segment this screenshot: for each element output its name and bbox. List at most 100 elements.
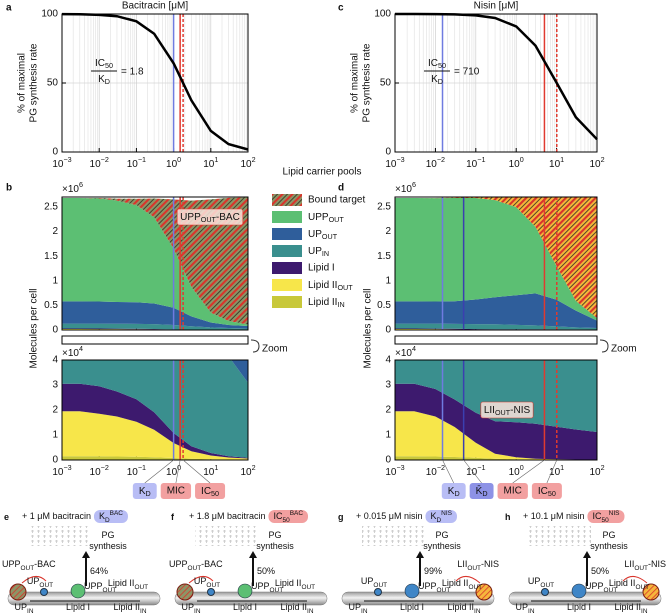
arrow-head bbox=[82, 551, 90, 558]
text-part: K bbox=[139, 486, 146, 497]
text-part: 10 bbox=[426, 159, 438, 170]
text-part: K bbox=[98, 74, 105, 85]
pool-label: UPOUT bbox=[27, 576, 53, 589]
y-tick-label: 50 bbox=[47, 78, 59, 89]
badge-label: IC50NIS bbox=[592, 510, 620, 524]
pool-label: UPIN bbox=[516, 602, 535, 615]
text-part: 0 bbox=[520, 155, 524, 164]
badge-label: KD bbox=[448, 486, 460, 498]
ratio-numerator: IC50 bbox=[95, 58, 113, 70]
y-axis-label: Molecules per cell bbox=[363, 288, 374, 368]
stacked-area bbox=[62, 323, 248, 330]
x-tick-label: 102 bbox=[589, 463, 604, 478]
plot-frame bbox=[394, 13, 598, 153]
text-part: UPP bbox=[180, 212, 201, 223]
panel-letter: a bbox=[6, 3, 12, 14]
zoom-label: Zoom bbox=[262, 344, 288, 355]
text-part: UPP bbox=[585, 581, 604, 591]
annotation-box bbox=[176, 208, 244, 226]
flux-percent: 99% bbox=[424, 566, 442, 576]
marker-badge: MIC bbox=[497, 483, 528, 499]
x-tick-label: 100 bbox=[509, 155, 524, 170]
y-tick-label: 2.5 bbox=[44, 201, 58, 212]
text-part: NIS bbox=[609, 510, 620, 517]
panel-letter: b bbox=[6, 183, 12, 194]
text-part: D bbox=[482, 489, 487, 498]
text-part: D bbox=[146, 489, 151, 498]
panel-letter: f bbox=[171, 512, 175, 522]
text-part: IN bbox=[641, 608, 648, 615]
complex-label: UPPOUT-BAC bbox=[2, 559, 56, 572]
upp-carrier bbox=[404, 583, 420, 599]
text-part: IN bbox=[194, 608, 201, 615]
pool-label: Lipid IIOUT bbox=[108, 578, 148, 591]
stacked-area bbox=[62, 456, 248, 460]
text-part: 50 bbox=[548, 489, 556, 498]
flux-percent: 50% bbox=[257, 566, 275, 576]
text-part: OUT bbox=[468, 584, 482, 591]
stacked-area bbox=[62, 197, 248, 325]
areas bbox=[395, 197, 597, 330]
text-part: 10 bbox=[589, 467, 601, 478]
text-part: BAC bbox=[290, 510, 304, 517]
badge-box bbox=[425, 510, 457, 523]
pool-label: UPOUT bbox=[361, 576, 387, 589]
pg-label: PG bbox=[435, 530, 448, 540]
legend-label: UPIN bbox=[308, 246, 329, 258]
text-part: 6 bbox=[412, 180, 416, 189]
chart-title: Bacitracin [μM] bbox=[122, 1, 189, 12]
legend-label: UPOUT bbox=[308, 229, 338, 241]
text-part: UP bbox=[349, 602, 362, 612]
text-part: UP bbox=[516, 602, 529, 612]
y-axis-label: % of maximal bbox=[17, 53, 28, 113]
text-part: K bbox=[430, 511, 436, 521]
y-tick-label: 3 bbox=[52, 380, 58, 391]
text-part: 50 bbox=[601, 517, 609, 524]
x-tick-label: 10−3 bbox=[52, 463, 71, 478]
axis-multiplier: ×106 bbox=[62, 180, 83, 195]
y-tick-label: 1 bbox=[52, 430, 58, 441]
badge-label: KD bbox=[139, 486, 151, 498]
text-part: −3 bbox=[396, 463, 404, 472]
text-part: UP bbox=[528, 576, 541, 586]
y-tick-label: 1 bbox=[52, 275, 58, 286]
text-part: −3 bbox=[63, 155, 71, 164]
x-tick-label: 101 bbox=[549, 463, 564, 478]
axis-multiplier: ×104 bbox=[62, 344, 83, 359]
zoom-box bbox=[61, 335, 249, 345]
text-part: 10 bbox=[466, 467, 478, 478]
text-part: D bbox=[105, 77, 110, 86]
text-part: UPP bbox=[308, 212, 329, 223]
text-part: OUT bbox=[329, 215, 345, 224]
y-tick-label: 4 bbox=[385, 355, 391, 366]
text-part: 6 bbox=[79, 180, 83, 189]
complex-label: LIIOUT-NIS bbox=[624, 559, 666, 572]
text-part: 10 bbox=[509, 159, 521, 170]
text-part: ×10 bbox=[62, 348, 79, 359]
text-part: 2 bbox=[252, 155, 256, 164]
pool-label: UPPOUT bbox=[84, 581, 116, 594]
badge-box bbox=[531, 483, 562, 499]
x-tick-label: 10−2 bbox=[90, 463, 109, 478]
x-tick-label: 100 bbox=[166, 155, 181, 170]
text-part: NIS bbox=[441, 510, 452, 517]
axis-multiplier: ×106 bbox=[395, 180, 416, 195]
badge-box bbox=[268, 510, 308, 523]
diagram: g + 0.015 μM nisin KDNISPGsynthesis99%LIIO… bbox=[338, 510, 499, 615]
x-tick-label: 10−3 bbox=[52, 155, 71, 170]
up-carrier bbox=[541, 588, 549, 596]
text-part: −2 bbox=[101, 155, 109, 164]
upp-carrier bbox=[70, 583, 86, 599]
plot-frame bbox=[61, 359, 249, 461]
bound-complex bbox=[9, 583, 27, 601]
pg-label: synthesis bbox=[423, 541, 461, 551]
text-part: K bbox=[431, 74, 438, 85]
marker-badge: MIC bbox=[160, 483, 192, 499]
legend-title: Lipid carrier pools bbox=[283, 167, 362, 178]
stacked-area bbox=[62, 411, 248, 460]
text-part: −2 bbox=[101, 463, 109, 472]
x-tick-label: 10−1 bbox=[127, 463, 146, 478]
legend-swatch bbox=[272, 279, 302, 291]
text-part: LII bbox=[457, 559, 467, 569]
